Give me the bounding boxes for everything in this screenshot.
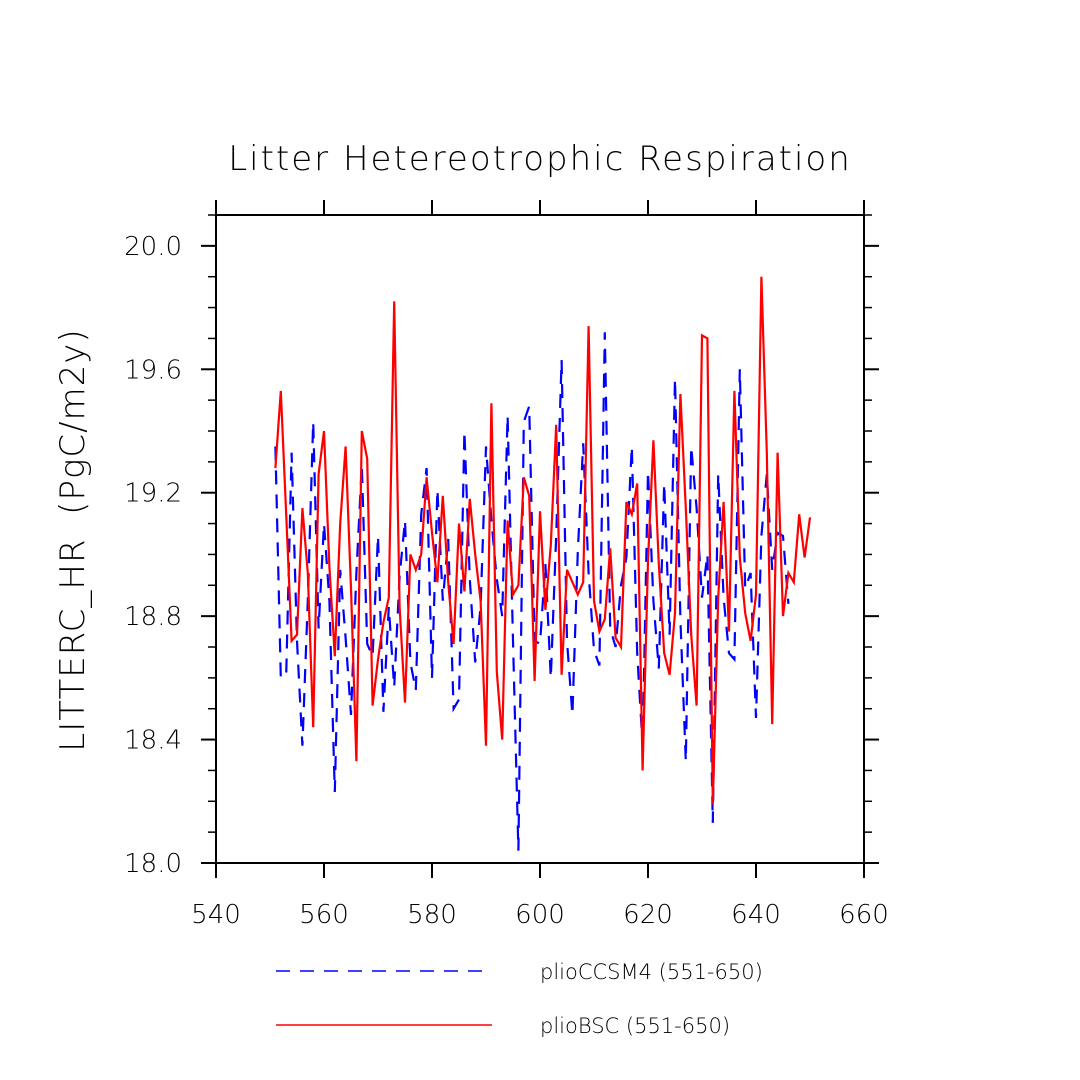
x-tick-label: 620 [623, 900, 673, 930]
x-tick-label: 540 [191, 900, 241, 930]
x-tick-label: 640 [731, 900, 781, 930]
axis-ticks [201, 200, 879, 878]
series-line-plioBSC [274, 276, 812, 805]
x-tick-label: 580 [407, 900, 457, 930]
y-tick-label: 20.0 [124, 232, 182, 262]
x-tick-labels: 540 560 580 600 620 640 660 [191, 900, 889, 930]
legend-label-plioCCSM4: plioCCSM4 (551-650) [540, 960, 763, 984]
x-tick-label: 660 [839, 900, 889, 930]
y-tick-label: 18.4 [124, 726, 182, 756]
y-axis-label-group: LITTERC_HR (PgC/m2y) [53, 328, 93, 751]
y-tick-label: 19.6 [124, 355, 182, 385]
y-tick-labels: 18.0 18.4 18.8 19.2 19.6 20.0 [124, 232, 182, 879]
legend: plioCCSM4 (551-650) plioBSC (551-650) [276, 960, 763, 1038]
x-tick-label: 560 [299, 900, 349, 930]
y-axis-label: LITTERC_HR (PgC/m2y) [53, 328, 93, 751]
y-tick-label: 18.8 [124, 602, 182, 632]
x-tick-label: 600 [515, 900, 565, 930]
series-lines [274, 276, 812, 851]
y-tick-label: 18.0 [124, 849, 182, 879]
y-tick-label: 19.2 [124, 479, 182, 509]
chart-title: Litter Hetereotrophic Respiration [228, 139, 852, 179]
legend-label-plioBSC: plioBSC (551-650) [540, 1014, 730, 1038]
